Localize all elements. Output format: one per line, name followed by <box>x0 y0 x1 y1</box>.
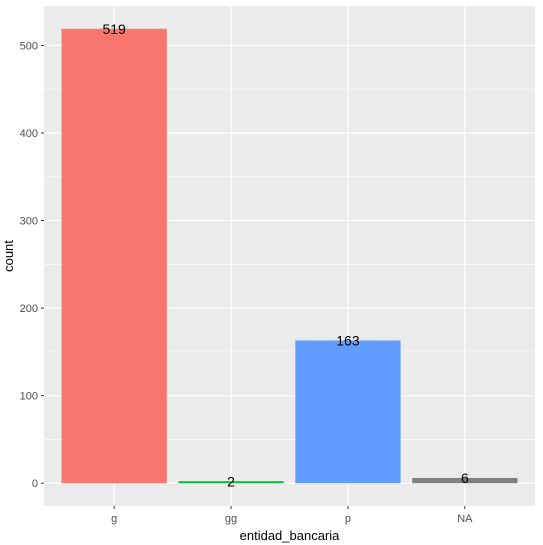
x-tick-label: g <box>111 513 117 525</box>
y-axis-ticks: 0 100 200 300 400 500 <box>20 40 44 490</box>
bar-p <box>295 340 401 484</box>
bar-g <box>61 28 167 484</box>
y-tick-label: 500 <box>20 40 38 52</box>
bar-gg <box>178 481 284 484</box>
x-tick-label: NA <box>457 513 473 525</box>
bar-value-label-p: 163 <box>336 333 360 349</box>
y-tick-label: 400 <box>20 128 38 140</box>
bars <box>61 28 518 484</box>
bar-value-labels: 519 2 163 6 <box>102 21 468 490</box>
y-tick-label: 300 <box>20 216 38 228</box>
bar-value-label-NA: 6 <box>461 470 469 486</box>
bar-value-label-g: 519 <box>102 21 126 37</box>
x-tick-label: p <box>345 513 351 525</box>
y-tick-label: 100 <box>20 391 38 403</box>
y-tick-label: 0 <box>32 478 38 490</box>
x-tick-label: gg <box>225 513 237 525</box>
x-axis-title: entidad_bancaria <box>240 528 341 543</box>
bar-value-label-gg: 2 <box>227 473 235 489</box>
x-axis-ticks: g gg p NA <box>111 506 473 525</box>
y-axis-title: count <box>1 240 16 272</box>
bar-NA <box>412 477 518 484</box>
y-tick-label: 200 <box>20 303 38 315</box>
